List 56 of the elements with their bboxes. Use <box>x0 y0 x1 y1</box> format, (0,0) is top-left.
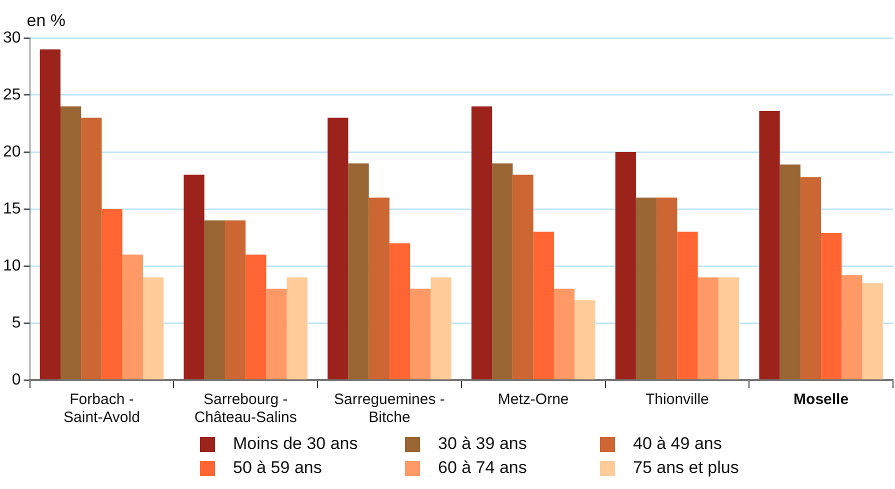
bar <box>410 288 431 380</box>
bar <box>224 220 246 380</box>
x-tick-label: Forbach - Saint-Avold <box>64 391 140 426</box>
bar <box>348 163 369 380</box>
legend-label: Moins de 30 ans <box>233 434 358 454</box>
legend-label: 75 ans et plus <box>633 458 739 478</box>
y-tick-label: 5 <box>12 314 21 332</box>
x-tick-label: Sarreguemines - Bitche <box>334 391 445 426</box>
legend-label: 40 à 49 ans <box>633 434 722 454</box>
bar <box>184 174 204 380</box>
bar <box>102 209 122 380</box>
bar <box>430 277 452 380</box>
bar <box>759 110 780 380</box>
bar <box>862 283 883 380</box>
legend-label: 50 à 59 ans <box>233 458 322 478</box>
bar <box>842 275 862 380</box>
bar <box>142 277 164 380</box>
bar <box>533 232 554 380</box>
bar <box>574 300 596 380</box>
legend-label: 30 à 39 ans <box>438 434 527 454</box>
bar <box>780 164 800 380</box>
bar <box>718 277 740 380</box>
legend-label: 60 à 74 ans <box>438 458 527 478</box>
bar <box>615 152 636 380</box>
x-tick-label: Sarrebourg - Château-Salins <box>194 391 297 426</box>
y-tick-label: 10 <box>3 257 21 274</box>
bar <box>821 232 842 380</box>
bar <box>389 243 410 380</box>
y-tick-label: 20 <box>3 143 21 160</box>
bar <box>677 232 698 380</box>
bar <box>60 106 82 380</box>
bar <box>40 49 60 380</box>
y-tick-label: 25 <box>3 86 21 104</box>
y-tick-label: 30 <box>3 29 21 46</box>
bar <box>81 118 102 380</box>
x-tick-label: Moselle <box>794 391 849 408</box>
bar <box>266 288 287 380</box>
y-axis-title: en % <box>26 11 66 30</box>
bar <box>246 254 266 380</box>
y-tick-label: 15 <box>3 200 21 218</box>
bar <box>328 118 348 380</box>
bar <box>122 254 143 380</box>
bar <box>471 106 492 380</box>
bar <box>512 174 534 380</box>
bar <box>800 177 822 380</box>
bar <box>286 277 308 380</box>
bar <box>636 198 657 380</box>
bar <box>204 220 225 380</box>
bar <box>698 277 718 380</box>
x-tick-label: Thionville <box>646 391 709 408</box>
x-tick-label: Metz-Orne <box>498 391 569 408</box>
bar <box>554 288 575 380</box>
y-tick-label: 0 <box>12 371 21 388</box>
bar <box>656 198 678 380</box>
bar <box>368 198 390 380</box>
bar <box>492 163 513 380</box>
